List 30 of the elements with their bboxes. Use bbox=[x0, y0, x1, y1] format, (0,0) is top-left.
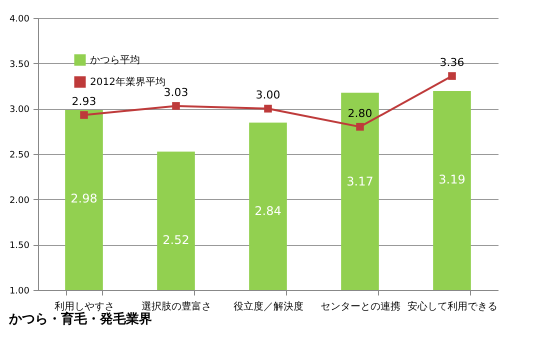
point bbox=[448, 72, 456, 80]
y-tick-label: 1.00 bbox=[9, 286, 30, 296]
x-tick-label: 選択肢の豊富さ bbox=[142, 300, 212, 312]
y-tick-label: 3.50 bbox=[9, 60, 30, 70]
x-tick-label: 利用しやすさ bbox=[54, 300, 114, 312]
text: かつら・育毛・発毛業界 bbox=[8, 311, 152, 327]
point bbox=[80, 111, 88, 119]
y-tick-label: 2.00 bbox=[9, 196, 30, 206]
y-tick-label: 4.00 bbox=[9, 14, 30, 24]
data-label: 3.19 bbox=[438, 172, 466, 186]
data-label: 2.84 bbox=[254, 204, 282, 218]
x-tick-label: センターとの連携 bbox=[320, 300, 400, 312]
data-label: 2.80 bbox=[348, 106, 372, 120]
x-tick-label: 役立度／解決度 bbox=[234, 300, 304, 312]
data-label: 2.93 bbox=[72, 95, 96, 108]
point bbox=[356, 122, 364, 131]
data-label: 3.00 bbox=[256, 88, 280, 102]
legend-label: 2012年業界平均 bbox=[90, 76, 166, 88]
data-label: 2.52 bbox=[162, 233, 190, 248]
x-tick-label: 安心して利用できる bbox=[408, 300, 498, 312]
y-tick-label: 1.50 bbox=[9, 241, 30, 252]
point bbox=[172, 102, 180, 110]
data-label: 2.98 bbox=[70, 191, 98, 206]
data-label: 3.17 bbox=[346, 174, 374, 188]
data-label: 3.03 bbox=[164, 86, 188, 99]
y-tick-label: 2.50 bbox=[9, 150, 30, 160]
y-tick-label: 3.00 bbox=[9, 105, 30, 116]
legend-label: かつら平均 bbox=[90, 54, 140, 66]
data-label: 3.36 bbox=[440, 56, 464, 70]
point bbox=[264, 104, 272, 113]
